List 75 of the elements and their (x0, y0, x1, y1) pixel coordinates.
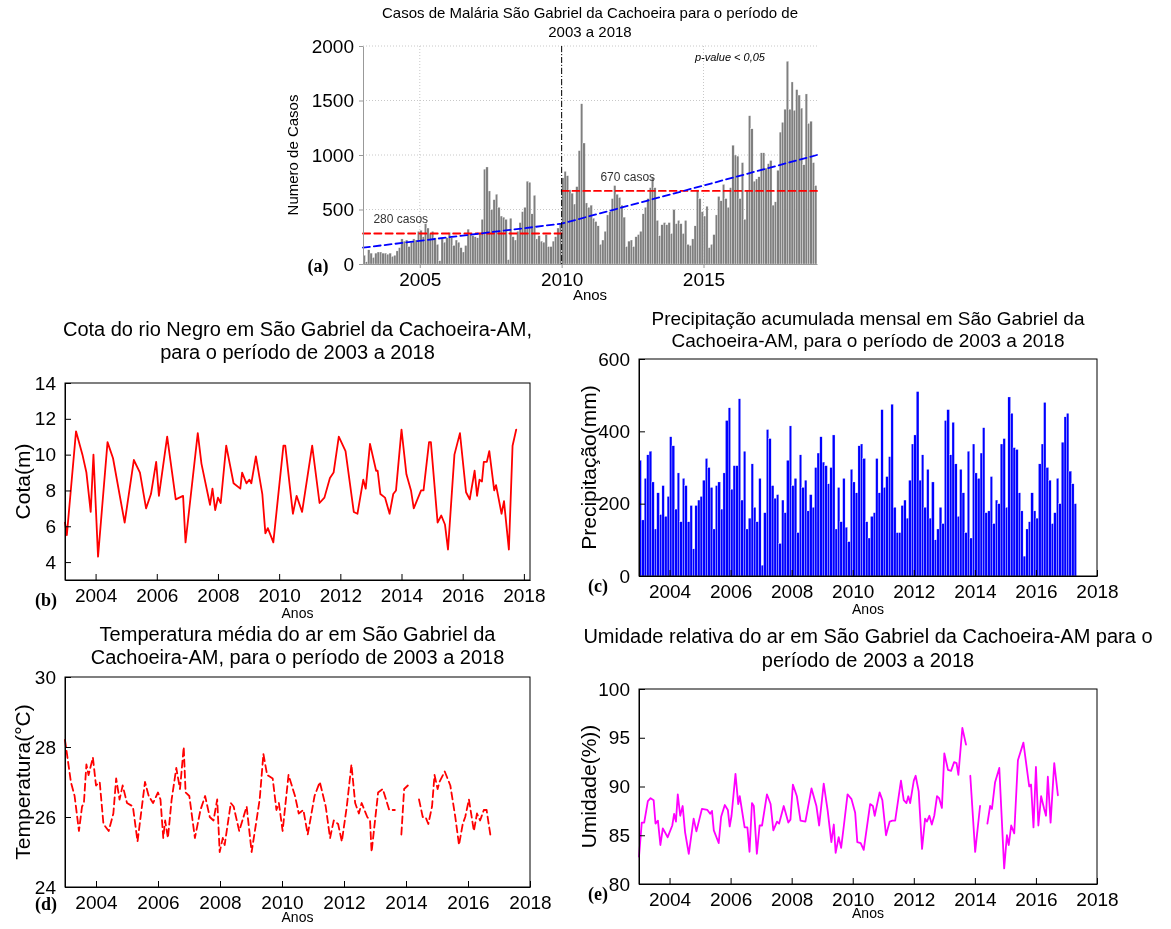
x-tick-label: 2008 (771, 581, 814, 603)
chart-title: Temperatura média do ar em São Gabriel da Cachoeira-AM, para o período de 2003 a 2018 (90, 623, 505, 669)
x-tick-label: 2016 (442, 585, 485, 607)
x-axis-title: Anos (281, 605, 314, 621)
x-tick-label: 2008 (197, 585, 240, 607)
text: (c) (588, 576, 608, 597)
x-tick-label: 2014 (954, 581, 997, 603)
y-axis-title: Umidade(%)) (576, 724, 600, 849)
y-tick-label: 90 (608, 776, 630, 798)
y-tick-label: 95 (608, 727, 630, 749)
y-tick-label: 1500 (311, 90, 354, 112)
y-tick-label: 2000 (311, 35, 354, 57)
x-tick-label: 2015 (682, 269, 726, 291)
x-tick-label: 2006 (709, 889, 753, 911)
x-tick-label: 2016 (447, 892, 490, 914)
y-tick-label: 500 (322, 199, 354, 221)
x-tick-label: 2006 (136, 585, 179, 607)
annotation: 670 casos (600, 169, 656, 184)
y-tick-label: 80 (608, 873, 630, 895)
x-tick-label: 2004 (75, 892, 119, 914)
y-tick-label: 6 (45, 515, 56, 537)
x-tick-label: 2008 (199, 892, 242, 914)
y-tick-label: 10 (34, 444, 56, 466)
y-tick-label: 0 (343, 253, 354, 275)
x-tick-label: 2012 (319, 585, 362, 607)
y-tick-label: 600 (598, 348, 630, 370)
x-tick-label: 2010 (258, 585, 301, 607)
y-tick-label: 100 (598, 678, 630, 700)
y-tick-label: 30 (34, 666, 56, 688)
x-tick-label: 2014 (380, 585, 424, 607)
x-tick-label: 2012 (323, 892, 366, 914)
y-axis-title: Numero de Casos (283, 94, 301, 216)
x-tick-label: 2018 (1076, 889, 1119, 911)
text: (a) (307, 256, 329, 277)
x-tick-label: 2014 (385, 892, 429, 914)
x-tick-label: 2008 (771, 889, 814, 911)
y-tick-label: 85 (608, 824, 630, 846)
y-tick-label: 28 (34, 736, 56, 758)
chart-title: Precipitação acumulada mensal em São Gabriel da Cachoeira-AM, para o período de 2003 a 2018 (651, 308, 1085, 352)
text: (e) (588, 884, 608, 905)
x-tick-label: 2012 (893, 581, 936, 603)
x-tick-label: 2010 (832, 581, 875, 603)
annotation: 280 casos (373, 212, 429, 227)
y-tick-label: 8 (45, 480, 56, 502)
x-tick-label: 2018 (509, 892, 552, 914)
y-axis-title: Precipitação(mm) (576, 385, 600, 550)
x-tick-label: 2004 (648, 581, 692, 603)
y-tick-label: 26 (34, 806, 56, 828)
y-axis-title: Cota(m) (10, 443, 34, 520)
x-tick-label: 2004 (74, 585, 118, 607)
y-tick-label: 200 (598, 493, 630, 515)
y-tick-label: 400 (598, 420, 630, 442)
x-tick-label: 2016 (1015, 889, 1058, 911)
x-tick-label: 2014 (954, 889, 997, 911)
x-tick-label: 2006 (709, 581, 753, 603)
y-tick-label: 4 (45, 551, 57, 573)
x-tick-label: 2004 (648, 889, 692, 911)
text: (b) (35, 590, 57, 611)
chart-title: Casos de Malária São Gabriel da Cachoeira para o período de 2003 a 2018 (381, 3, 799, 40)
x-axis-title: Anos (852, 601, 884, 617)
y-tick-label: 0 (619, 565, 630, 587)
x-tick-label: 2018 (503, 585, 546, 607)
x-tick-label: 2016 (1015, 581, 1058, 603)
chart-title: Umidade relativa do ar em São Gabriel da Cachoeira-AM para o período de 2003 a 2018 (583, 625, 1153, 672)
y-tick-label: 1000 (311, 144, 354, 166)
y-axis-title: Temperatura(°C) (10, 704, 34, 860)
x-tick-label: 2018 (1076, 581, 1119, 603)
y-tick-label: 14 (34, 372, 57, 394)
x-tick-label: 2005 (399, 269, 442, 291)
chart-title: Cota do rio Negro em São Gabriel da Cachoeira-AM, para o período de 2003 a 2018 (62, 318, 533, 364)
x-tick-label: 2006 (137, 892, 180, 914)
y-tick-label: 12 (34, 408, 56, 430)
x-tick-label: 2012 (893, 889, 936, 911)
x-axis-title: Anos (281, 909, 314, 925)
annotation: p-value < 0,05 (693, 51, 766, 63)
